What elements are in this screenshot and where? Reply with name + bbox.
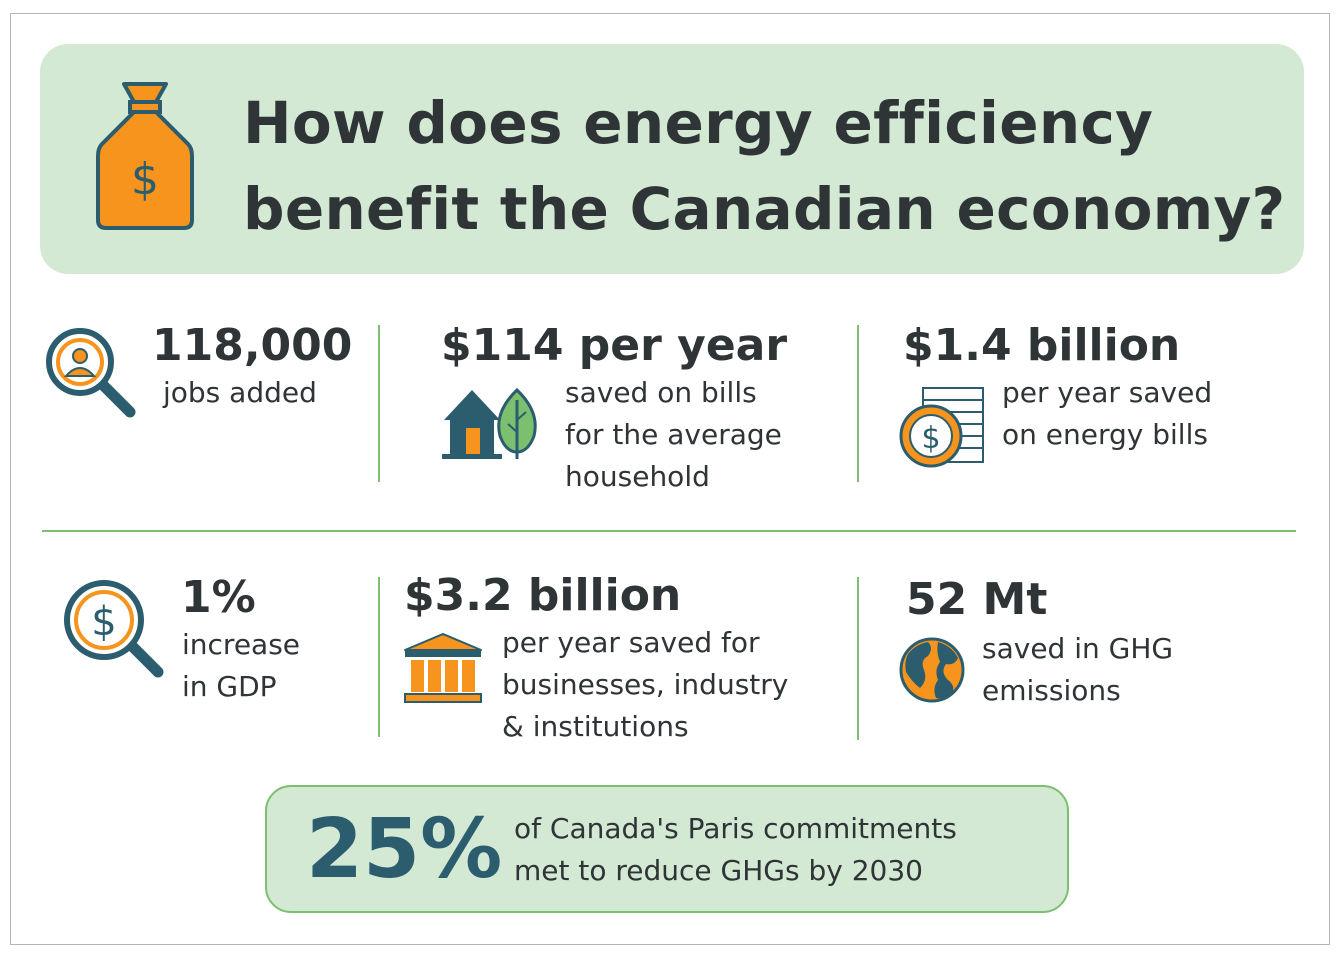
callout-line-1: of Canada's Paris commitments (514, 812, 957, 845)
divider (857, 325, 859, 482)
stat-gdp-value: 1% (181, 572, 256, 623)
svg-text:$: $ (921, 421, 940, 456)
svg-text:$: $ (91, 599, 116, 645)
svg-text:$: $ (131, 154, 159, 205)
stat-household-desc: saved on bills for the average household (565, 372, 782, 498)
callout-text: of Canada's Paris commitments met to red… (514, 808, 957, 892)
callout-panel (265, 785, 1069, 913)
stat-energy-bills-value: $1.4 billion (903, 320, 1181, 371)
stat-ghg-desc: saved in GHG emissions (982, 628, 1173, 712)
callout-value: 25% (306, 802, 503, 897)
stat-business-desc-line: & institutions (502, 710, 689, 743)
stat-ghg-desc-line: saved in GHG (982, 632, 1174, 665)
stat-business-desc-line: per year saved for (502, 626, 760, 659)
stat-ghg-desc-line: emissions (982, 674, 1121, 707)
divider (857, 577, 859, 740)
stat-ghg-value: 52 Mt (906, 574, 1048, 625)
infographic-frame (10, 13, 1330, 945)
institution-building-icon (403, 632, 483, 704)
globe-icon (898, 636, 966, 704)
stat-energy-bills-desc-line: on energy bills (1002, 418, 1208, 451)
stat-household-desc-line: saved on bills (565, 376, 757, 409)
callout-line-2: met to reduce GHGs by 2030 (514, 854, 923, 887)
stat-energy-bills-desc-line: per year saved (1002, 376, 1213, 409)
stat-energy-bills-desc: per year saved on energy bills (1002, 372, 1212, 456)
stat-gdp-desc-line: in GDP (182, 670, 277, 703)
stat-business-desc: per year saved for businesses, industry … (502, 622, 788, 748)
house-leaf-icon (442, 386, 538, 460)
stat-gdp-desc-line: increase (182, 628, 301, 661)
header-panel (40, 44, 1304, 274)
stat-jobs-desc-line: jobs added (163, 376, 317, 409)
coin-bill-icon: $ (897, 386, 987, 468)
stat-business-value: $3.2 billion (404, 570, 682, 621)
title-line-1: How does energy efficiency (243, 89, 1154, 157)
stat-jobs-value: 118,000 (152, 320, 353, 371)
stat-household-desc-line: for the average (565, 418, 782, 451)
divider (378, 577, 380, 737)
stat-business-desc-line: businesses, industry (502, 668, 789, 701)
divider (378, 325, 380, 482)
stat-household-desc-line: household (565, 460, 710, 493)
stat-household-value: $114 per year (441, 320, 788, 371)
page-title: How does energy efficiency benefit the C… (243, 80, 1303, 252)
magnifier-dollar-icon: $ (62, 578, 166, 680)
stat-jobs-desc: jobs added (163, 372, 317, 414)
magnifier-person-icon (44, 326, 138, 420)
row-divider (42, 530, 1296, 532)
money-bag-icon: $ (94, 80, 196, 232)
title-line-2: benefit the Canadian economy? (243, 175, 1286, 243)
stat-gdp-desc: increase in GDP (182, 624, 300, 708)
